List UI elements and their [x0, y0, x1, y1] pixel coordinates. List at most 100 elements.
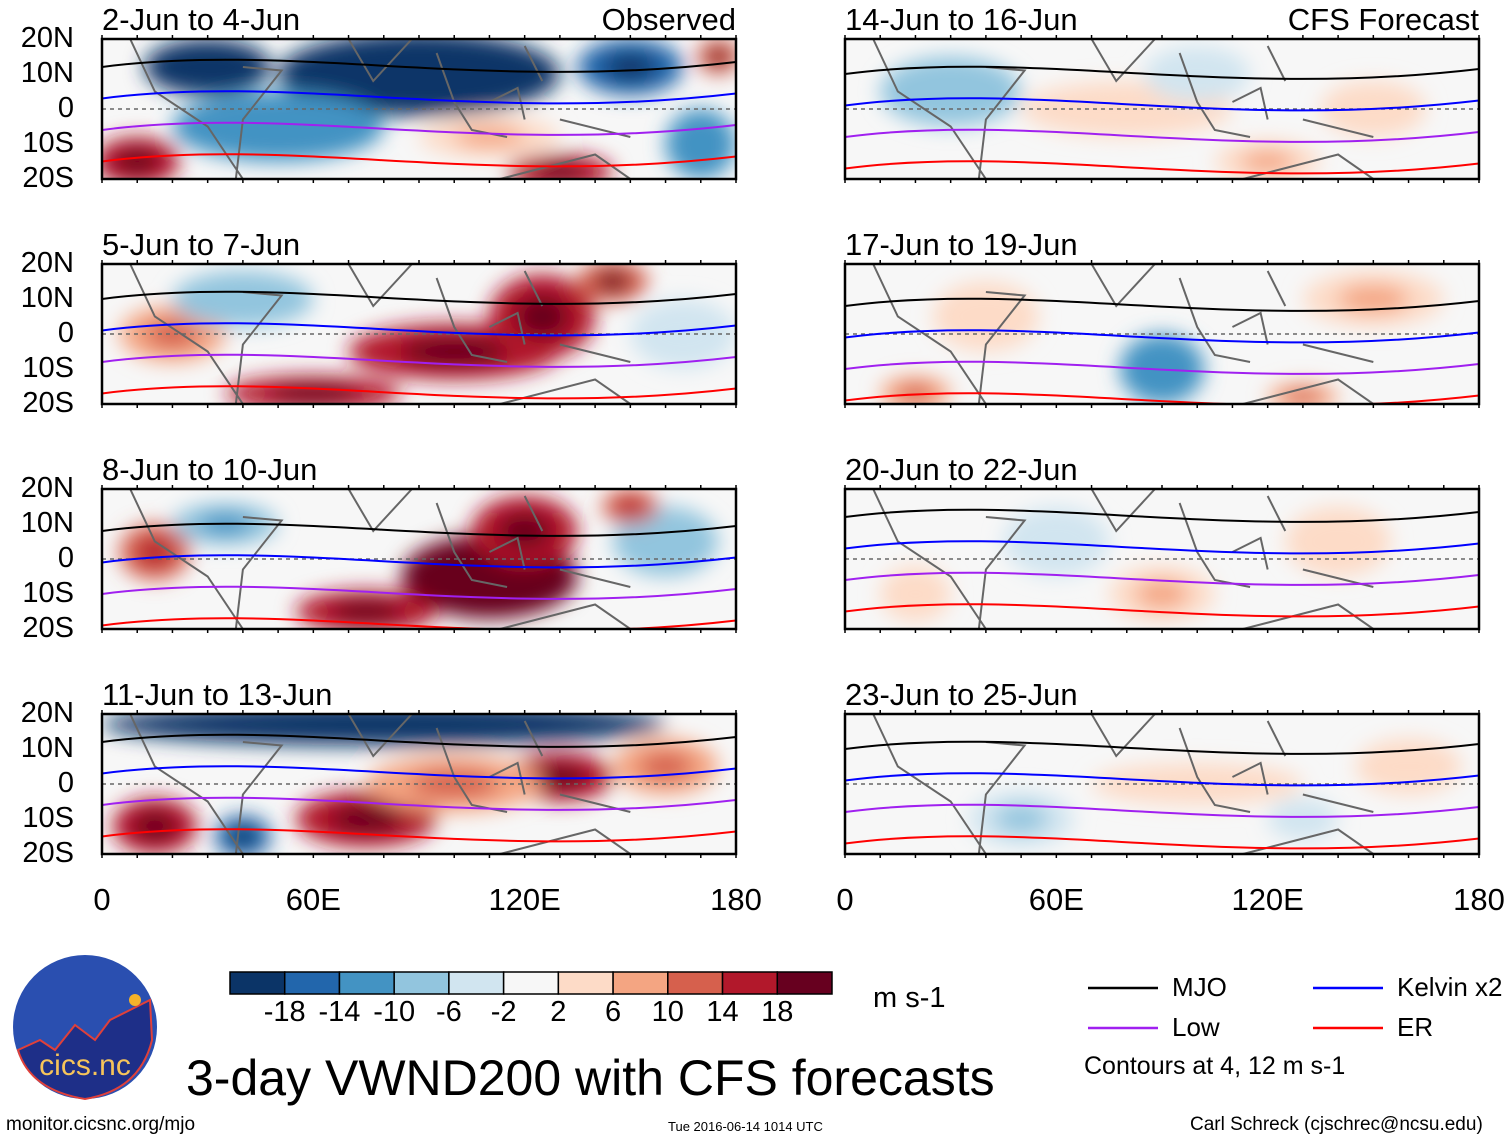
column-label: Observed: [601, 2, 736, 37]
anomaly-core: [133, 812, 176, 840]
colorbar-swatch: [667, 971, 724, 995]
anomaly-core: [146, 320, 199, 348]
colorbar-swatch: [393, 971, 450, 995]
colorbar-tick-label: -2: [490, 996, 517, 1028]
anomaly-core: [683, 126, 719, 162]
contour-line: [102, 290, 736, 305]
colorbar-tick-label: 18: [761, 996, 794, 1028]
anomaly-core: [330, 601, 402, 622]
anomaly-core: [994, 805, 1048, 833]
contour-line: [845, 603, 1479, 618]
coastline: [872, 39, 1374, 179]
anomaly-core: [915, 74, 986, 109]
lat-label: 10N: [20, 282, 74, 314]
contour-line: [102, 121, 736, 136]
panel-title: 23-Jun to 25-Jun: [845, 677, 1078, 712]
logo-text: cics.nc: [39, 1049, 131, 1082]
colorbar-swatch: [776, 971, 833, 995]
contour-line: [102, 554, 736, 569]
contour-line: [845, 571, 1479, 586]
colorbar-swatch: [502, 971, 560, 995]
colorbar-swatch: [448, 971, 505, 995]
contour-line: [102, 385, 736, 400]
timestamp: Tue 2016-06-14 1014 UTC: [668, 1119, 823, 1134]
contour-line: [845, 508, 1479, 523]
anomaly-core: [707, 47, 729, 66]
contour-line: [845, 65, 1479, 80]
contour-line: [102, 58, 736, 73]
source-url[interactable]: monitor.cicsnc.org/mjo: [6, 1114, 196, 1135]
contour-line: [845, 329, 1479, 344]
author-credit: Carl Schreck (cjschrec@ncsu.edu): [1190, 1114, 1483, 1135]
colorbar-swatch: [612, 971, 669, 995]
colorbar-tick-label: 14: [706, 996, 739, 1028]
legend-label: Low: [1172, 1012, 1220, 1042]
anomaly-core: [1338, 285, 1409, 313]
cics-logo: cics.nc: [13, 955, 157, 1101]
panel-title: 20-Jun to 22-Jun: [845, 452, 1078, 487]
coastline: [129, 39, 631, 179]
lat-label: 20N: [20, 697, 74, 729]
anomaly-core: [225, 109, 331, 144]
colorbar-tick-label: -10: [373, 996, 416, 1028]
lat-label: 20S: [22, 387, 74, 419]
legend-label: Kelvin x2: [1397, 972, 1503, 1002]
lat-label: 20N: [20, 472, 74, 504]
anomaly-core: [1285, 390, 1321, 404]
anomaly-core: [207, 285, 279, 313]
map-panel: [843, 35, 1481, 183]
legend-label: MJO: [1172, 972, 1227, 1002]
contour-line: [845, 97, 1479, 112]
lat-label: 10N: [20, 507, 74, 539]
coastline: [872, 714, 1374, 854]
map-panel: [100, 710, 738, 858]
contour-line: [102, 733, 736, 748]
lat-label: 20S: [22, 612, 74, 644]
lon-label: 0: [93, 882, 111, 917]
contour-line: [845, 160, 1479, 175]
lon-label: 180: [710, 882, 762, 917]
lat-label: 0: [57, 92, 74, 124]
contour-line: [102, 796, 736, 811]
lon-label: 120E: [488, 882, 561, 917]
anomaly-core: [1170, 60, 1224, 88]
lat-label: 10S: [22, 352, 74, 384]
colorbar-tick-label: 2: [550, 996, 567, 1028]
anomaly-core: [639, 524, 692, 559]
lon-label: 0: [836, 882, 854, 917]
contour-line: [102, 322, 736, 337]
contour-line: [102, 153, 736, 168]
lon-label: 180: [1453, 882, 1505, 917]
contour-line: [845, 128, 1479, 143]
map-panel: [843, 710, 1481, 858]
anomaly-core: [1241, 151, 1295, 172]
contour-line: [845, 297, 1479, 312]
anomaly-core: [515, 295, 569, 338]
coastline: [129, 264, 631, 404]
anomaly-core: [116, 149, 159, 174]
anomaly-core: [656, 316, 710, 352]
contour-line: [845, 540, 1479, 555]
colorbar-tick-label: 6: [605, 996, 622, 1028]
anomaly-core: [897, 580, 934, 608]
contour-line: [102, 828, 736, 843]
contour-note: Contours at 4, 12 m s-1: [1084, 1052, 1346, 1080]
colorbar-tick-label: -14: [318, 996, 361, 1028]
anomaly-core: [1311, 524, 1365, 559]
map-panel: [843, 260, 1481, 408]
colorbar-tick-label: -18: [263, 996, 306, 1028]
map-panel: [100, 485, 738, 633]
panel-title: 11-Jun to 13-Jun: [102, 677, 333, 712]
lat-label: 20S: [22, 837, 74, 869]
lon-label: 120E: [1231, 882, 1304, 917]
anomaly-core: [1135, 580, 1189, 608]
map-panel: [100, 260, 738, 408]
contour-line: [102, 522, 736, 537]
contour-line: [102, 585, 736, 600]
contour-line: [845, 803, 1479, 818]
column-label: CFS Forecast: [1287, 2, 1479, 37]
anomaly-core: [1285, 808, 1321, 830]
anomaly-core: [454, 126, 525, 148]
panel-title: 5-Jun to 7-Jun: [102, 227, 301, 262]
lon-label: 60E: [285, 882, 341, 917]
